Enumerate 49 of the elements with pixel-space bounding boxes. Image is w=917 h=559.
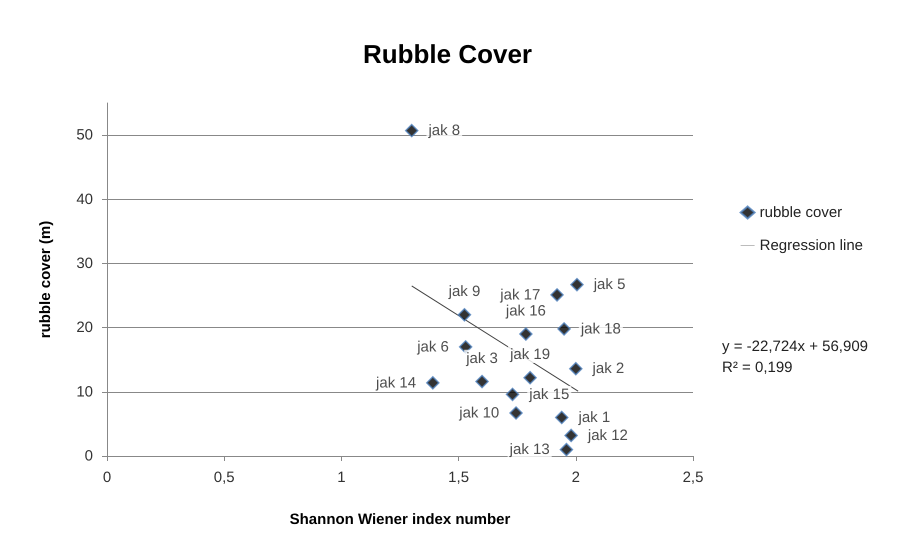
data-label: jak 8 [427, 122, 460, 140]
x-tick-label: 1 [337, 469, 346, 486]
x-axis-title: Shannon Wiener index number [290, 511, 511, 528]
chart-title: Rubble Cover [363, 39, 532, 69]
data-label: jak 1 [577, 408, 610, 426]
legend-label: Regression line [760, 237, 863, 254]
point [569, 362, 583, 376]
data-label: jak 16 [504, 302, 546, 320]
data-label: jak 18 [580, 320, 621, 338]
point [560, 442, 574, 456]
y-tick-label: 50 [76, 126, 93, 144]
data-label: jak 14 [375, 374, 416, 392]
x-tick-label: 2 [572, 469, 580, 486]
point [564, 428, 578, 442]
data-label: jak 10 [458, 404, 500, 422]
y-tick-label: 20 [76, 319, 93, 336]
y-tick-label: 10 [76, 383, 93, 400]
y-tick-label: 0 [84, 448, 93, 464]
point [458, 308, 472, 322]
point [523, 370, 537, 384]
x-tick-label: 1,5 [448, 469, 470, 486]
data-label: jak 5 [592, 276, 626, 294]
point [570, 278, 584, 292]
y-tick-label: 30 [76, 254, 93, 272]
point [519, 327, 533, 341]
point [404, 124, 418, 138]
point [557, 322, 571, 336]
text: y = -22,724x + 56,909 R² = 0,199 [722, 338, 868, 376]
data-label: jak 19 [509, 346, 550, 363]
x-tick-label: 2,5 [682, 469, 704, 486]
data-label: jak 17 [499, 286, 540, 304]
x-tick-label: 0 [102, 469, 112, 486]
point [475, 374, 489, 388]
point [550, 288, 564, 302]
point [506, 388, 520, 402]
y-axis-title: rubble cover (m) [37, 220, 54, 338]
point [509, 406, 523, 420]
point [426, 376, 440, 390]
point [554, 410, 568, 424]
data-label: jak 3 [465, 350, 498, 367]
data-label: jak 12 [586, 426, 628, 444]
data-label: jak 9 [448, 283, 480, 300]
data-label: jak 6 [416, 338, 449, 356]
data-label: jak 2 [592, 360, 624, 378]
legend-label: rubble cover [760, 204, 842, 221]
data-label: jak 15 [528, 386, 570, 403]
y-tick-label: 40 [76, 190, 93, 208]
x-tick-label: 0,5 [214, 469, 235, 486]
data-label: jak 13 [508, 441, 550, 458]
